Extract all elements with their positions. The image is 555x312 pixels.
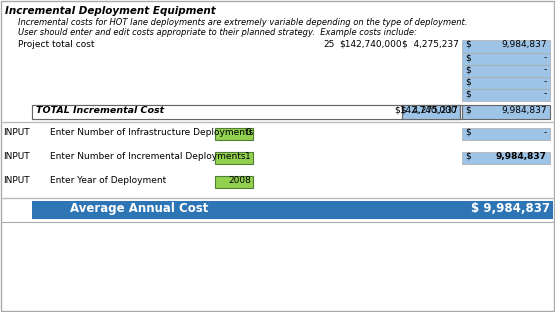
Text: 9,984,837: 9,984,837 — [501, 106, 547, 115]
Bar — [402, 105, 460, 119]
Text: User should enter and edit costs appropriate to their planned strategy.  Example: User should enter and edit costs appropr… — [18, 28, 417, 37]
Text: INPUT: INPUT — [3, 128, 29, 137]
Text: $: $ — [465, 40, 471, 49]
Text: -: - — [544, 65, 547, 74]
Bar — [402, 105, 460, 119]
Bar — [215, 152, 253, 164]
Text: 25: 25 — [324, 40, 335, 49]
Text: Incremental costs for HOT lane deployments are extremely variable depending on t: Incremental costs for HOT lane deploymen… — [18, 18, 467, 27]
Text: 9,984,837: 9,984,837 — [501, 40, 547, 49]
Text: INPUT: INPUT — [3, 176, 29, 185]
Text: $142,740,000: $142,740,000 — [395, 106, 457, 115]
Text: -: - — [544, 77, 547, 86]
Text: Enter Year of Deployment: Enter Year of Deployment — [50, 176, 166, 185]
Bar — [462, 65, 550, 77]
Bar — [462, 128, 550, 140]
Text: INPUT: INPUT — [3, 152, 29, 161]
Bar — [32, 105, 462, 119]
Text: 0: 0 — [245, 128, 251, 137]
Text: $ 9,984,837: $ 9,984,837 — [471, 202, 550, 215]
Text: Project total cost: Project total cost — [18, 40, 94, 49]
Text: $: $ — [465, 106, 471, 115]
Text: -: - — [544, 89, 547, 98]
Text: Incremental Deployment Equipment: Incremental Deployment Equipment — [5, 6, 216, 16]
Bar — [462, 40, 550, 53]
Text: $  4,275,237: $ 4,275,237 — [401, 106, 458, 115]
Bar — [32, 105, 402, 119]
Text: $: $ — [465, 77, 471, 86]
Text: 9,984,837: 9,984,837 — [496, 152, 547, 161]
Text: $: $ — [465, 65, 471, 74]
Bar — [215, 176, 253, 188]
Bar — [460, 105, 462, 119]
Bar — [462, 53, 550, 65]
Text: TOTAL Incremental Cost: TOTAL Incremental Cost — [36, 106, 164, 115]
Text: $: $ — [465, 128, 471, 137]
Text: $142,740,000: $142,740,000 — [339, 40, 402, 49]
Text: 2008: 2008 — [228, 176, 251, 185]
Bar — [215, 128, 253, 140]
Bar — [462, 152, 550, 164]
Text: -: - — [544, 53, 547, 62]
Bar — [462, 89, 550, 101]
Text: Enter Number of Incremental Deployments: Enter Number of Incremental Deployments — [50, 152, 245, 161]
Text: Enter Number of Infrastructure Deployments: Enter Number of Infrastructure Deploymen… — [50, 128, 253, 137]
Text: $: $ — [465, 152, 471, 161]
Text: -: - — [544, 128, 547, 137]
Text: 1: 1 — [245, 152, 251, 161]
Text: $: $ — [465, 89, 471, 98]
Text: $: $ — [465, 53, 471, 62]
Text: Average Annual Cost: Average Annual Cost — [70, 202, 208, 215]
Text: $  4,275,237: $ 4,275,237 — [402, 40, 459, 49]
Bar — [32, 201, 553, 219]
Bar — [462, 105, 550, 119]
Bar — [462, 77, 550, 89]
